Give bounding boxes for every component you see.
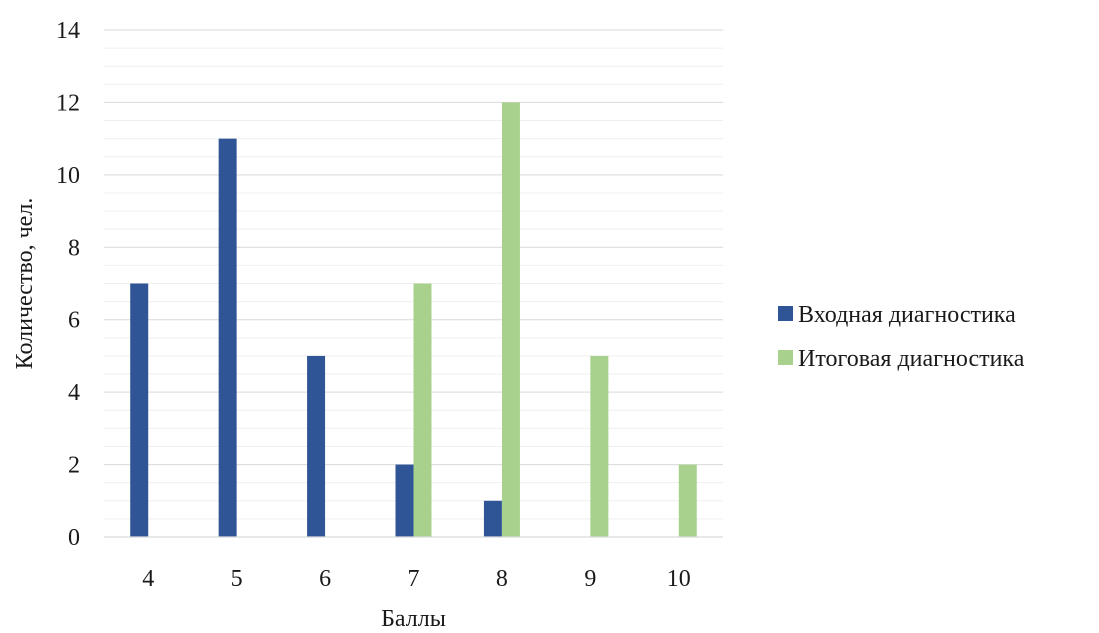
x-tick-label: 6 [319,566,331,592]
x-tick-label: 7 [408,566,420,592]
legend-swatch-final-diagnostics [778,350,793,365]
y-tick-label: 12 [56,90,80,116]
bar-input-6 [307,355,326,537]
y-tick-label: 8 [68,235,80,261]
bar-input-5 [218,138,237,537]
x-tick-labels: 4 5 6 7 8 9 10 [142,566,691,592]
gridlines [104,29,723,520]
y-tick-label: 14 [56,18,80,44]
x-tick-label: 8 [496,566,508,592]
y-tick-label: 2 [68,453,80,479]
bar-input-4 [130,283,149,537]
x-tick-label: 10 [667,566,691,592]
bar-final-10 [678,464,697,537]
y-tick-label: 6 [68,308,80,334]
x-tick-label: 5 [231,566,243,592]
y-tick-label: 4 [68,380,80,406]
y-tick-labels: 0 2 4 6 8 10 12 14 [56,18,80,551]
legend-label-final-diagnostics: Итоговая диагностика [798,346,1025,372]
bar-final-9 [590,355,609,537]
bar-final-8 [501,102,520,537]
legend-swatch-input-diagnostics [778,306,793,321]
x-tick-label: 9 [584,566,596,592]
bar-final-7 [413,283,432,537]
legend: Входная диагностика Итоговая диагностика [778,302,1025,372]
legend-label-input-diagnostics: Входная диагностика [798,302,1016,328]
x-axis-title: Баллы [381,606,446,632]
x-tick-label: 4 [142,566,154,592]
y-tick-label: 10 [56,163,80,189]
y-tick-label: 0 [68,525,80,551]
y-axis-title: Количество, чел. [12,198,38,370]
bar-input-8 [483,500,502,537]
bar-input-7 [395,464,414,537]
bars [130,102,697,537]
